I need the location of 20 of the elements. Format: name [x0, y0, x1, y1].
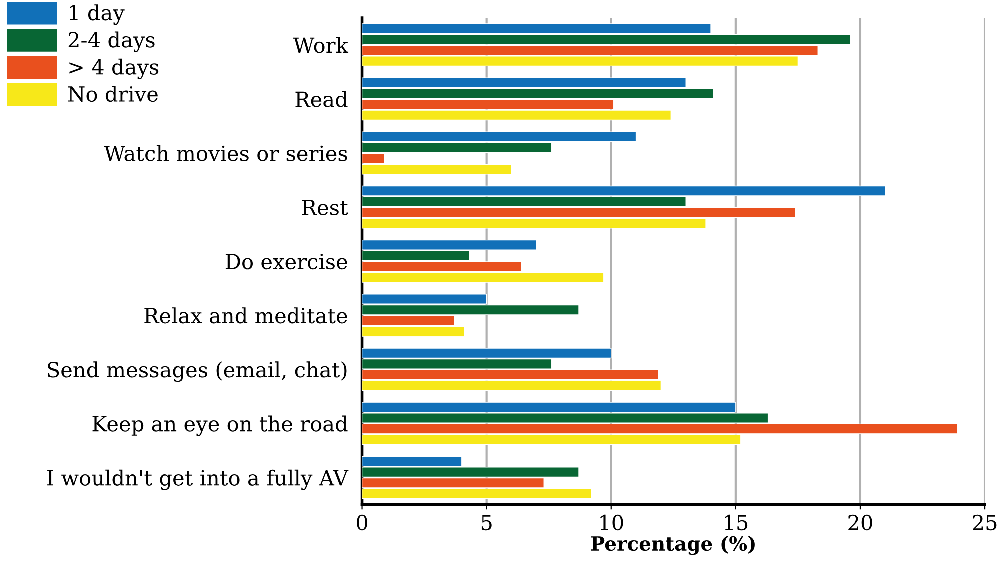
x-tick-label: 15 [725, 514, 748, 531]
y-tick-label: Rest [302, 200, 348, 216]
legend-label: No drive [68, 86, 158, 102]
legend-label: 1 day [70, 4, 125, 26]
y-tick-label: Keep an eye on the road [92, 416, 348, 436]
legend-label: 2-4 days [68, 32, 155, 52]
y-tick-label: Relax and meditate [144, 308, 348, 324]
x-tick-label: 25 [973, 514, 997, 531]
y-tick-label: Watch movies or series [104, 145, 348, 162]
y-tick-label: Read [296, 91, 348, 108]
x-axis-title: Percentage (%) [591, 536, 755, 556]
y-tick-label: Send messages (email, chat) [48, 362, 347, 382]
y-tick-label: Work [293, 37, 349, 54]
x-tick-label: 5 [482, 515, 492, 531]
legend-label: > 4 days [70, 58, 159, 80]
x-tick-label: 0 [357, 514, 368, 531]
y-tick-label: I wouldn't get into a fully AV [48, 470, 349, 490]
x-tick-label: 20 [848, 514, 872, 531]
y-tick-label: Do exercise [226, 254, 348, 270]
x-tick-label: 10 [600, 514, 624, 531]
